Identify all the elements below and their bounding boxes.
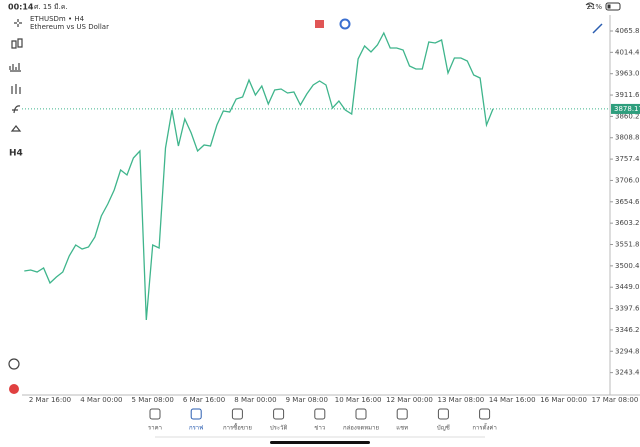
wifi-icon [585, 2, 595, 8]
nav-icon [396, 408, 408, 420]
y-tick-label: 3346.20 [615, 326, 640, 334]
y-tick-label: 3757.40 [615, 155, 640, 163]
home-indicator [270, 441, 370, 444]
timeframe-button[interactable]: H4 [9, 149, 23, 159]
y-tick-label: 3243.40 [615, 369, 640, 377]
battery-fill [607, 4, 611, 9]
indicators-tool[interactable] [9, 63, 21, 72]
x-tick-label: 6 Mar 16:00 [183, 396, 225, 404]
draw-line-tool[interactable] [592, 23, 603, 34]
y-tick-label: 3860.20 [615, 112, 640, 120]
battery-icon [605, 2, 621, 11]
nav-item[interactable]: กล่องจดหมาย [343, 425, 379, 432]
symbol-subtitle: Ethereum vs US Dollar [30, 23, 109, 31]
x-tick-label: 13 Mar 08:00 [437, 396, 484, 404]
nav-icon [273, 408, 285, 420]
y-tick-label: 3911.60 [615, 91, 640, 99]
nav-item[interactable]: ข่าว [314, 425, 325, 432]
function-tool[interactable] [12, 105, 21, 114]
battery-level: 21% [586, 3, 602, 11]
y-tick-label: 3963.00 [615, 70, 640, 78]
nav-item[interactable]: การตั้งค่า [472, 422, 496, 432]
x-tick-label: 16 Mar 00:00 [540, 396, 587, 404]
left-toolbar [8, 19, 23, 370]
y-tick-label: 3500.40 [615, 262, 640, 270]
nav-item[interactable]: แชท [396, 425, 408, 432]
y-tick-label: 3654.60 [615, 198, 640, 206]
buy-icon[interactable] [339, 18, 351, 30]
nav-icon [190, 408, 202, 420]
crosshair-tool[interactable] [14, 19, 22, 27]
objects-tool[interactable] [11, 84, 21, 94]
x-tick-label: 10 Mar 16:00 [335, 396, 382, 404]
current-price-box [611, 103, 640, 114]
nav-icon [231, 408, 243, 420]
y-tick-label: 4014.40 [615, 48, 640, 56]
x-tick-label: 2 Mar 16:00 [29, 396, 71, 404]
shapes-tool[interactable] [10, 125, 22, 132]
x-tick-label: 12 Mar 00:00 [386, 396, 433, 404]
search-tool[interactable] [8, 358, 20, 370]
y-tick-label: 3397.60 [615, 305, 640, 313]
nav-item[interactable]: บัญชี [437, 424, 450, 432]
status-date: ศ. 15 มี.ค. [34, 3, 68, 11]
nav-icon [479, 408, 491, 420]
x-tick-label: 14 Mar 16:00 [489, 396, 536, 404]
sell-icon[interactable] [315, 20, 324, 28]
nav-icon [437, 408, 449, 420]
x-tick-label: 8 Mar 00:00 [234, 396, 276, 404]
status-time: 00:14 [8, 3, 34, 12]
nav-icon [149, 408, 161, 420]
nav-item[interactable]: ราคา [148, 425, 162, 432]
y-tick-label: 3808.80 [615, 134, 640, 142]
y-tick-label: 3603.20 [615, 219, 640, 227]
x-tick-label: 5 Mar 08:00 [132, 396, 174, 404]
symbol-title: ETHUSDm • H4 [30, 15, 85, 23]
y-tick-label: 3294.80 [615, 347, 640, 355]
nav-item[interactable]: การซื้อขาย [223, 422, 252, 432]
app-logo [9, 384, 19, 394]
y-tick-label: 4065.80 [615, 27, 640, 35]
y-tick-label: 3551.80 [615, 241, 640, 249]
chart-type-tool[interactable] [11, 38, 23, 49]
x-tick-label: 17 Mar 08:00 [592, 396, 639, 404]
x-tick-label: 9 Mar 08:00 [286, 396, 328, 404]
price-line [24, 31, 494, 321]
nav-item[interactable]: ประวัติ [270, 425, 288, 432]
nav-icon [355, 408, 367, 420]
y-tick-label: 3706.00 [615, 176, 640, 184]
nav-icon [314, 408, 326, 420]
x-tick-label: 4 Mar 00:00 [80, 396, 122, 404]
y-tick-label: 3449.00 [615, 283, 640, 291]
current-price-label: 3878.17 [614, 105, 640, 113]
nav-item[interactable]: กราฟ [189, 425, 203, 432]
